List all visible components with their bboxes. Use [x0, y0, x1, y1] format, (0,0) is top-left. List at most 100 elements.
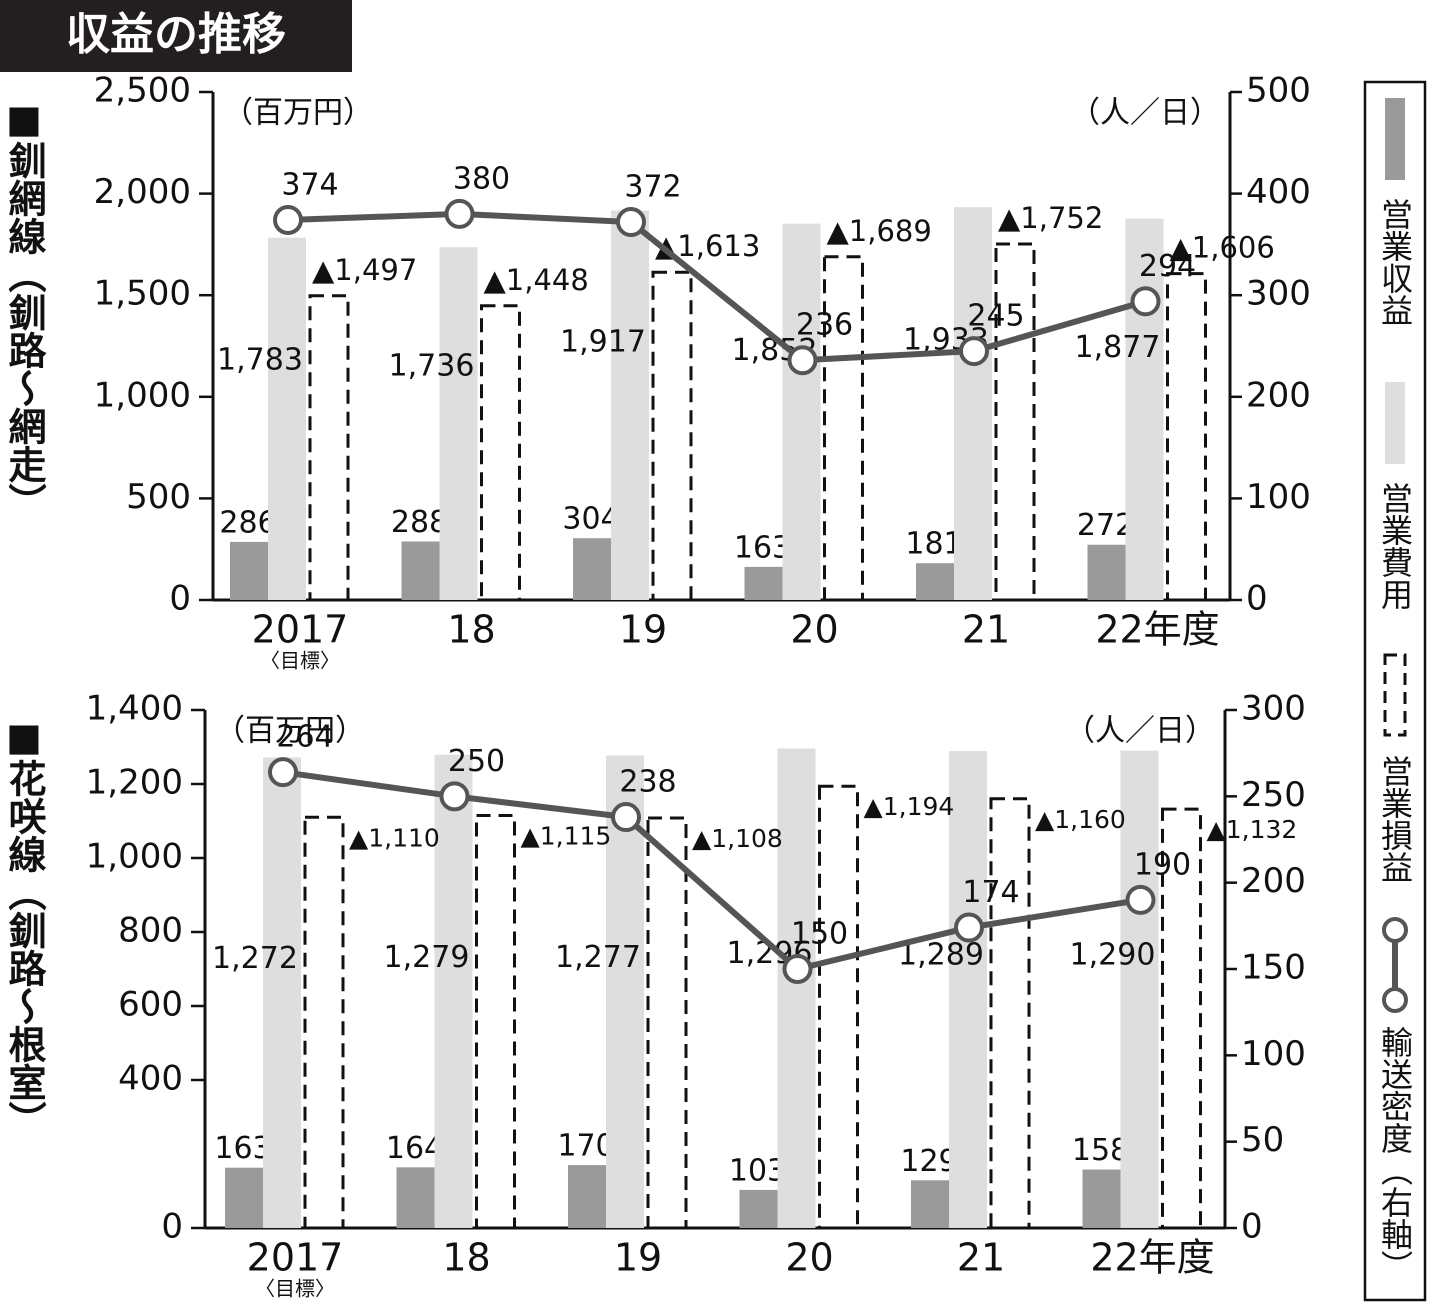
bar: [744, 566, 783, 600]
bar: [1125, 218, 1164, 600]
bar: [439, 247, 478, 600]
line-label: 264: [276, 720, 333, 755]
x-tick-label: 21: [957, 1236, 1005, 1280]
line-point: [439, 781, 470, 812]
y-tick-label: 2,000: [94, 172, 191, 212]
y2-tick-label: 500: [1246, 71, 1311, 111]
bar: [1082, 1169, 1121, 1228]
line-point: [616, 207, 646, 238]
x-tick-label: 20: [785, 1236, 833, 1280]
page-title: 収益の推移: [66, 9, 286, 60]
line-label: 150: [791, 917, 848, 952]
x-tick-label: 18: [442, 1236, 490, 1280]
line-label: 380: [453, 161, 510, 196]
legend-swatch: [1383, 653, 1407, 737]
y2-tick-label: 400: [1246, 172, 1311, 212]
unit-label: （百万円）: [215, 714, 365, 749]
y2-tick-label: 200: [1241, 861, 1306, 901]
line-point: [787, 345, 818, 376]
bar-label: 163: [734, 530, 791, 565]
bar: [568, 1165, 606, 1228]
y-tick-label: 1,000: [94, 375, 191, 415]
bar: [949, 751, 987, 1228]
loss-bar: [480, 304, 521, 602]
y2-tick-label: 100: [1246, 477, 1311, 517]
line-label: 294: [1139, 249, 1196, 284]
y-tick-label: 2,500: [94, 71, 191, 111]
x-tick-label: 22年度: [1095, 608, 1219, 652]
x-tick-label: 2017: [247, 1236, 344, 1280]
bar: [611, 210, 649, 600]
bar-label: ▲1,752: [998, 201, 1103, 235]
y-tick-label: 1,200: [86, 763, 183, 803]
bar-label: 181: [905, 527, 962, 562]
x-tick-label: 18: [447, 608, 495, 652]
bar-label: ▲1,689: [827, 214, 932, 248]
loss-bar: [1166, 272, 1207, 602]
line-label: 236: [796, 308, 853, 343]
y-tick-label: 1,500: [94, 274, 191, 314]
bar-label: 170: [557, 1129, 614, 1164]
loss-bar: [818, 784, 859, 1230]
x-tick-label: 19: [614, 1236, 662, 1280]
chart-title: ■釧網線（釧路～網走）: [2, 97, 46, 521]
bar: [782, 223, 821, 601]
bar: [263, 757, 301, 1228]
bar-label: ▲1,110: [349, 823, 440, 852]
line: [287, 210, 1147, 364]
y2-tick-label: 0: [1246, 579, 1268, 619]
y2-tick-label: 200: [1246, 375, 1311, 415]
line-point: [1130, 286, 1161, 317]
bar-label: ▲1,108: [692, 824, 783, 853]
unit-label: （人／日）: [1070, 96, 1220, 131]
y2-tick-label: 150: [1241, 948, 1306, 988]
legend-box: [1363, 80, 1427, 1302]
line-point: [268, 757, 298, 788]
line-point: [273, 205, 303, 236]
unit-label: （百万円）: [223, 96, 373, 131]
bar-label: 163: [214, 1131, 271, 1166]
y2-tick-label: 100: [1241, 1034, 1306, 1074]
bar-label: 286: [219, 505, 276, 540]
bar-label: 129: [900, 1144, 957, 1179]
legend-swatch: [1382, 987, 1408, 1013]
x-tick-label: 22年度: [1090, 1236, 1214, 1280]
x-tick-note: 〈目標〉: [260, 649, 340, 673]
y2-tick-label: 0: [1241, 1207, 1263, 1247]
x-tick-label: 19: [619, 608, 667, 652]
y-tick-label: 0: [169, 579, 191, 619]
x-tick-note: 〈目標〉: [255, 1277, 335, 1301]
bar-label: 1,917: [560, 324, 646, 359]
bar: [606, 755, 644, 1228]
bar-label: ▲1,613: [655, 229, 760, 263]
bar: [225, 1167, 263, 1228]
y-tick-label: 1,400: [86, 689, 183, 729]
unit-label: （人／日）: [1065, 714, 1215, 749]
bar-label: ▲1,160: [1035, 805, 1126, 834]
bar-label: 288: [391, 505, 448, 540]
bar-label: ▲1,606: [1170, 231, 1275, 265]
bar-label: 1,736: [389, 349, 475, 384]
bar-label: 1,277: [555, 940, 641, 975]
line: [282, 769, 1141, 973]
loss-bar: [994, 242, 1036, 602]
y-tick-label: 1,000: [86, 837, 183, 877]
y-tick-label: 800: [118, 911, 183, 951]
line-point: [959, 336, 989, 367]
bar-label: 272: [1077, 508, 1134, 543]
bar: [777, 748, 816, 1228]
legend-label: 営業費用: [1376, 482, 1414, 610]
bar: [1087, 544, 1126, 600]
bar-label: 1,783: [217, 342, 303, 377]
bar-label: 1,272: [212, 941, 298, 976]
x-tick-label: 20: [790, 608, 838, 652]
bar: [911, 1180, 949, 1228]
bar: [401, 541, 440, 600]
line-point: [444, 198, 475, 229]
loss-bar: [989, 797, 1031, 1230]
line-label: 245: [967, 299, 1024, 334]
loss-bar: [308, 294, 350, 602]
bar-label: ▲1,497: [312, 253, 417, 287]
bar-label: ▲1,448: [484, 263, 589, 297]
